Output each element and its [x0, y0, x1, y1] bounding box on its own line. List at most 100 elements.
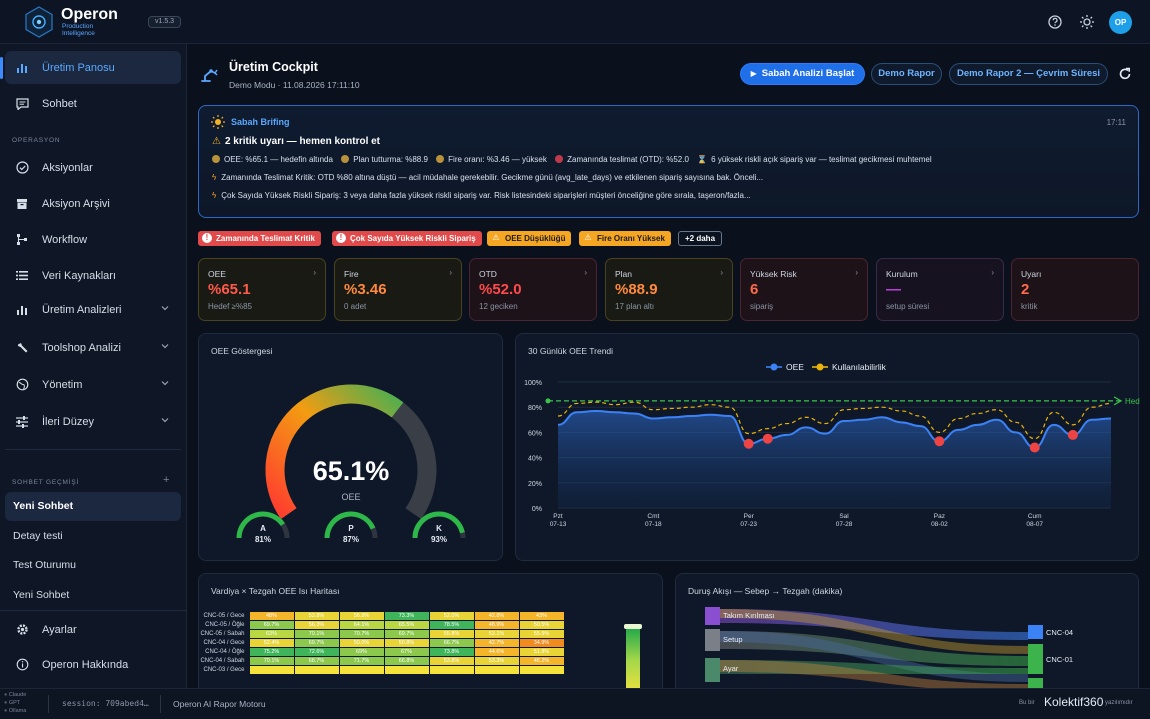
heatmap-cell[interactable]: 78.5% [428, 620, 475, 630]
heatmap-cell[interactable]: 42.7% [473, 638, 520, 648]
demo-report-button[interactable]: Demo Rapor [871, 63, 942, 85]
alert-chip-critical[interactable]: ! Çok Sayıda Yüksek Riskli Sipariş [332, 231, 482, 246]
more-alerts-chip[interactable]: +2 daha [678, 231, 723, 246]
heatmap-cell[interactable]: 70.1% [248, 656, 295, 666]
sankey-node[interactable] [1028, 644, 1043, 674]
heatmap-cell[interactable]: 73.3% [383, 611, 430, 621]
heatmap-cell[interactable]: 66.7% [428, 638, 475, 648]
heatmap-cell[interactable]: 73.8% [428, 647, 475, 657]
heatmap-cell[interactable]: 56.3% [293, 620, 340, 630]
heatmap-cell[interactable]: 70.1% [293, 629, 340, 639]
sidebar-item-ayarlar[interactable]: Ayarlar [5, 613, 181, 646]
new-chat-plus-icon[interactable]: + [163, 474, 170, 486]
kpi-card-uyarı[interactable]: Uyarı 2 kritik [1011, 258, 1139, 321]
heatmap-cell[interactable]: 75.2% [248, 647, 295, 657]
alert-marker[interactable] [1067, 429, 1078, 440]
sankey-node[interactable] [1028, 678, 1043, 688]
user-avatar[interactable]: OP [1109, 11, 1132, 34]
sidebar-item-veri-kaynaklari[interactable]: Veri Kaynakları [5, 259, 181, 292]
heatmap-cell[interactable]: 67% [383, 647, 430, 657]
sidebar-item-operon-hakkinda[interactable]: Operon Hakkında [5, 648, 181, 681]
heatmap-cell[interactable] [473, 665, 520, 675]
sidebar-item-aksiyonlar[interactable]: Aksiyonlar [5, 151, 181, 184]
heatmap-cell[interactable]: 69.7% [248, 620, 295, 630]
heatmap-cell[interactable] [248, 665, 295, 675]
heatmap-cell[interactable]: 52.4% [248, 638, 295, 648]
alert-marker[interactable] [934, 436, 945, 447]
heatmap-cell[interactable]: 42.8% [473, 611, 520, 621]
sidebar-item-sohbet[interactable]: Sohbet [5, 87, 181, 120]
oee-series-line[interactable] [557, 409, 1112, 449]
sidebar-item-toolshop-analizi[interactable]: Toolshop Analizi [5, 331, 181, 364]
sankey-node[interactable] [705, 658, 720, 682]
theme-sun-icon[interactable] [1079, 14, 1095, 30]
kpi-card-kurulum[interactable]: Kurulum — setup süresi › [876, 258, 1004, 321]
heatmap-cell[interactable]: 53.8% [428, 656, 475, 666]
alert-marker[interactable] [743, 438, 754, 449]
history-item[interactable]: Yeni Sohbet [5, 492, 181, 521]
start-morning-analysis-button[interactable]: ▶ Sabah Analizi Başlat [740, 63, 865, 85]
alert-chip-warning[interactable]: ⚠ OEE Düşüklüğü [487, 231, 572, 246]
sidebar-item-workflow[interactable]: Workflow [5, 223, 181, 256]
sankey-node[interactable] [705, 629, 720, 651]
sankey-node[interactable] [1028, 625, 1043, 639]
heatmap-cell[interactable]: 69.7% [383, 629, 430, 639]
sidebar-item-aksiyon-arsivi[interactable]: Aksiyon Arşivi [5, 187, 181, 220]
kpi-card-yüksek-risk[interactable]: Yüksek Risk 6 sipariş › [740, 258, 868, 321]
heatmap-cell[interactable]: 43% [518, 611, 565, 621]
history-item[interactable]: Detay testi [13, 530, 63, 542]
heatmap-cell[interactable]: 48.9% [473, 620, 520, 630]
kpi-card-fire[interactable]: Fire %3.46 0 adet › [334, 258, 462, 321]
heatmap-cell[interactable]: 68.7% [293, 656, 340, 666]
heatmap-cell[interactable]: 52.0% [428, 611, 475, 621]
heatmap-cell[interactable]: 50.0% [338, 638, 385, 648]
legend-label[interactable]: Kullanılabilirlik [832, 362, 887, 372]
kpi-card-otd[interactable]: OTD %52.0 12 geciken › [469, 258, 597, 321]
sankey-node[interactable] [705, 607, 720, 625]
kpi-card-oee[interactable]: OEE %65.1 Hedef ≥%85 › [198, 258, 326, 321]
sidebar-item-yonetim[interactable]: Yönetim [5, 368, 181, 401]
heatmap-cell[interactable]: 65.5% [383, 620, 430, 630]
help-icon[interactable] [1047, 14, 1063, 30]
alert-chip-warning[interactable]: ⚠ Fire Oranı Yüksek [579, 231, 671, 246]
sidebar-item-uretim-analizleri[interactable]: Üretim Analizleri [5, 293, 181, 326]
heatmap-cell[interactable] [428, 665, 475, 675]
heatmap-cell[interactable]: 53.1% [473, 629, 520, 639]
heatmap-cell[interactable]: 69.7% [293, 638, 340, 648]
heatmap-cell[interactable] [518, 665, 565, 675]
kpi-card-plan[interactable]: Plan %88.9 17 plan altı › [605, 258, 733, 321]
heatmap-cell[interactable]: 66.8% [383, 656, 430, 666]
sidebar-item-ileri-duzey[interactable]: İleri Düzey [5, 405, 181, 438]
heatmap-cell[interactable] [293, 665, 340, 675]
alert-marker[interactable] [762, 433, 773, 444]
heatmap-cell[interactable]: 56.9% [338, 611, 385, 621]
heatmap-cell[interactable]: 46.2% [518, 656, 565, 666]
refresh-icon[interactable] [1118, 67, 1132, 81]
heatmap-cell[interactable]: 55.8% [428, 629, 475, 639]
legend-label[interactable]: OEE [786, 362, 804, 372]
history-item[interactable]: Test Oturumu [13, 559, 77, 571]
scale-handle[interactable] [624, 624, 642, 629]
heatmap-cell[interactable]: 50.8% [383, 638, 430, 648]
heatmap-cell[interactable]: 70.7% [338, 629, 385, 639]
heatmap-cell[interactable]: 72.6% [293, 647, 340, 657]
demo-report-2-button[interactable]: Demo Rapor 2 — Çevrim Süresi [949, 63, 1108, 85]
alert-marker[interactable] [1029, 442, 1040, 453]
history-item[interactable]: Yeni Sohbet [13, 589, 70, 601]
heatmap-cell[interactable]: 55.9% [518, 629, 565, 639]
heatmap-cell[interactable]: 63% [248, 629, 295, 639]
heatmap-cell[interactable]: 50.5% [518, 620, 565, 630]
heatmap-cell[interactable]: 48% [248, 611, 295, 621]
alert-chip-critical[interactable]: ! Zamanında Teslimat Kritik [198, 231, 321, 246]
heatmap-cell[interactable]: 53.8% [293, 611, 340, 621]
heatmap-cell[interactable]: 34.9% [518, 638, 565, 648]
heatmap-cell[interactable] [338, 665, 385, 675]
heatmap-cell[interactable]: 71.7% [338, 656, 385, 666]
heatmap-cell[interactable]: 44.6% [473, 647, 520, 657]
heatmap-cell[interactable]: 69% [338, 647, 385, 657]
availability-series-line[interactable] [557, 401, 1112, 440]
heatmap-cell[interactable]: 51.8% [518, 647, 565, 657]
sidebar-item-uretim-panosu[interactable]: Üretim Panosu [5, 51, 181, 84]
heatmap-cell[interactable]: 64.1% [338, 620, 385, 630]
heatmap-cell[interactable]: 53.3% [473, 656, 520, 666]
